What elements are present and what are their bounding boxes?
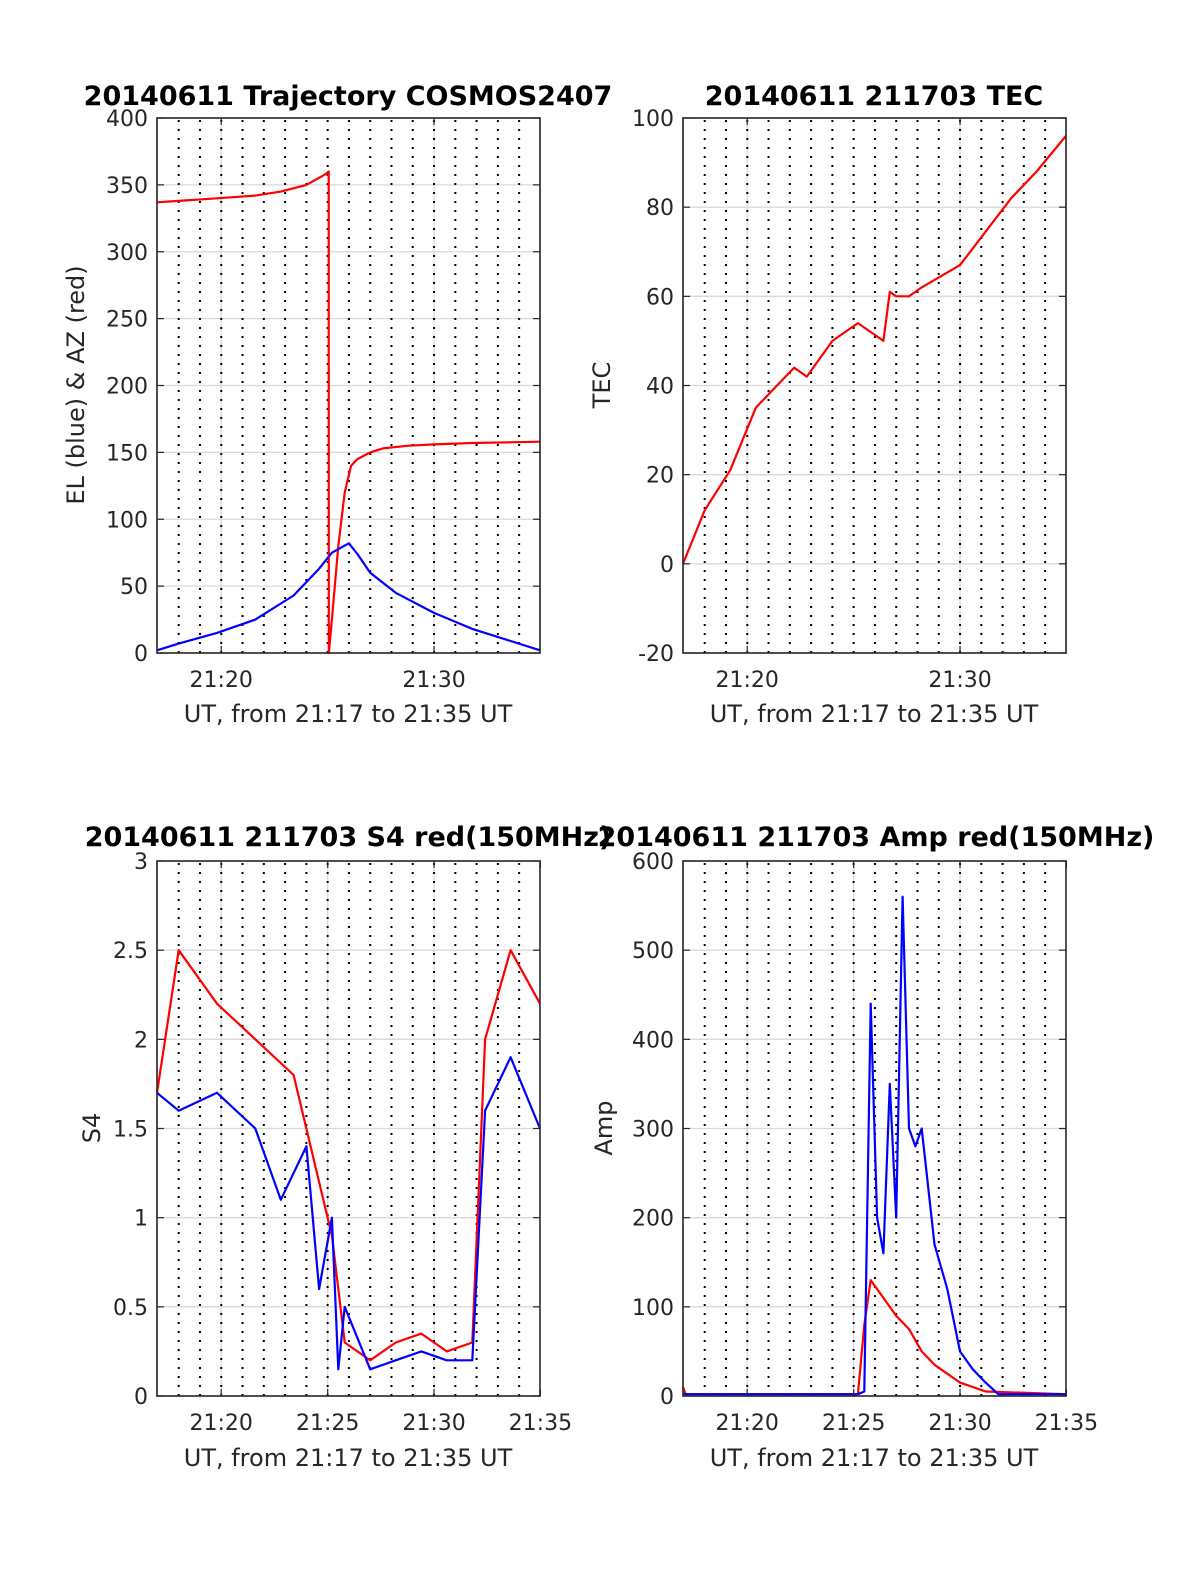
series-group-trajectory bbox=[156, 170, 541, 655]
ytick-label-trajectory-1: 50 bbox=[120, 575, 148, 600]
ytick-label-s4-6: 3 bbox=[134, 850, 148, 875]
chart-title-amp: 20140611 211703 Amp red(150MHz) bbox=[598, 822, 1155, 853]
xtick-label-s4-3: 21:35 bbox=[509, 1411, 572, 1436]
xtick-label-amp-0: 21:20 bbox=[716, 1411, 779, 1436]
panel-trajectory: 0 50 100 150 200 250 300 350 400 21:20 21:30 20140… bbox=[62, 81, 612, 728]
xtick-label-trajectory-1: 21:30 bbox=[402, 668, 465, 693]
series-line-amp-blue bbox=[683, 895, 1066, 1396]
ytick-label-s4-0: 0 bbox=[134, 1385, 148, 1410]
ytick-label-trajectory-2: 100 bbox=[106, 508, 148, 533]
ytick-label-s4-1: 0.5 bbox=[113, 1296, 148, 1321]
ytick-label-trajectory-6: 300 bbox=[106, 241, 148, 266]
panel-s4: 0 0.5 1 1.5 2 2.5 3 21:20 21:25 21:30 21:35 201406… bbox=[78, 822, 611, 1472]
series-group-amp bbox=[681, 895, 1067, 1396]
y-axis-label-trajectory: EL (blue) & AZ (red) bbox=[62, 265, 90, 504]
ticks-amp: 0 100 200 300 400 500 600 21:20 21:25 21:30 21:35 bbox=[632, 850, 1098, 1436]
xtick-label-tec-1: 21:30 bbox=[928, 668, 991, 693]
ytick-label-amp-6: 600 bbox=[632, 850, 674, 875]
ytick-label-amp-5: 500 bbox=[632, 939, 674, 964]
series-line-trajectory-blue bbox=[156, 542, 541, 652]
axes-frame-amp bbox=[682, 860, 1067, 1397]
ytick-label-trajectory-8: 400 bbox=[106, 107, 148, 132]
y-axis-label-amp: Amp bbox=[590, 1100, 618, 1155]
ytick-label-tec-5: 80 bbox=[646, 196, 674, 221]
y-axis-label-s4: S4 bbox=[78, 1113, 106, 1144]
series-group-s4 bbox=[155, 949, 542, 1371]
ytick-label-amp-2: 200 bbox=[632, 1207, 674, 1232]
series-line-trajectory-red bbox=[156, 170, 541, 655]
ytick-label-tec-2: 20 bbox=[646, 464, 674, 489]
x-axis-label-amp: UT, from 21:17 to 21:35 UT bbox=[710, 1444, 1039, 1472]
ytick-label-amp-1: 100 bbox=[632, 1296, 674, 1321]
ytick-label-trajectory-7: 350 bbox=[106, 174, 148, 199]
ytick-label-amp-4: 400 bbox=[632, 1028, 674, 1053]
ytick-label-trajectory-5: 250 bbox=[106, 308, 148, 333]
ytick-label-s4-4: 2 bbox=[134, 1028, 148, 1053]
series-line-s4-red bbox=[155, 949, 541, 1362]
x-axis-label-tec: UT, from 21:17 to 21:35 UT bbox=[710, 700, 1039, 728]
axes-frame-trajectory bbox=[156, 117, 541, 654]
axes-frame-tec bbox=[682, 117, 1067, 654]
xtick-label-s4-0: 21:20 bbox=[190, 1411, 253, 1436]
series-line-tec-red bbox=[681, 135, 1067, 565]
axes-frame-s4 bbox=[156, 860, 541, 1397]
ticks-tec: -20 0 20 40 60 80 100 21:20 21:30 bbox=[632, 107, 1066, 693]
ytick-label-amp-3: 300 bbox=[632, 1118, 674, 1143]
chart-title-trajectory: 20140611 Trajectory COSMOS2407 bbox=[84, 81, 613, 112]
xtick-label-amp-1: 21:25 bbox=[822, 1411, 885, 1436]
xtick-label-trajectory-0: 21:20 bbox=[190, 668, 253, 693]
x-axis-label-trajectory: UT, from 21:17 to 21:35 UT bbox=[184, 700, 513, 728]
xtick-label-amp-2: 21:30 bbox=[928, 1411, 991, 1436]
chart-title-tec: 20140611 211703 TEC bbox=[705, 81, 1044, 112]
ytick-label-trajectory-3: 150 bbox=[106, 441, 148, 466]
ticks-s4: 0 0.5 1 1.5 2 2.5 3 21:20 21:25 21:30 21:35 bbox=[113, 850, 572, 1436]
ytick-label-amp-0: 0 bbox=[660, 1385, 674, 1410]
panel-tec: -20 0 20 40 60 80 100 21:20 21:30 20140611 21170… bbox=[588, 81, 1067, 728]
xtick-label-s4-1: 21:25 bbox=[296, 1411, 359, 1436]
y-axis-label-tec: TEC bbox=[588, 362, 616, 410]
ytick-label-tec-6: 100 bbox=[632, 107, 674, 132]
x-axis-label-s4: UT, from 21:17 to 21:35 UT bbox=[184, 1444, 513, 1472]
ytick-label-tec-3: 40 bbox=[646, 375, 674, 400]
chart-title-s4: 20140611 211703 S4 red(150MHz) bbox=[85, 822, 612, 853]
ytick-label-trajectory-0: 0 bbox=[134, 642, 148, 667]
series-group-tec bbox=[681, 135, 1067, 565]
ticks-trajectory: 0 50 100 150 200 250 300 350 400 21:20 21:30 bbox=[106, 107, 540, 693]
ytick-label-tec-4: 60 bbox=[646, 285, 674, 310]
ytick-label-s4-5: 2.5 bbox=[113, 939, 148, 964]
ytick-label-tec-0: -20 bbox=[638, 642, 674, 667]
ytick-label-s4-3: 1.5 bbox=[113, 1118, 148, 1143]
ytick-label-trajectory-4: 200 bbox=[106, 375, 148, 400]
ytick-label-s4-2: 1 bbox=[134, 1207, 148, 1232]
xtick-label-amp-3: 21:35 bbox=[1035, 1411, 1098, 1436]
xtick-label-tec-0: 21:20 bbox=[716, 668, 779, 693]
series-line-s4-blue bbox=[156, 1056, 542, 1371]
xtick-label-s4-2: 21:30 bbox=[402, 1411, 465, 1436]
ytick-label-tec-1: 0 bbox=[660, 553, 674, 578]
